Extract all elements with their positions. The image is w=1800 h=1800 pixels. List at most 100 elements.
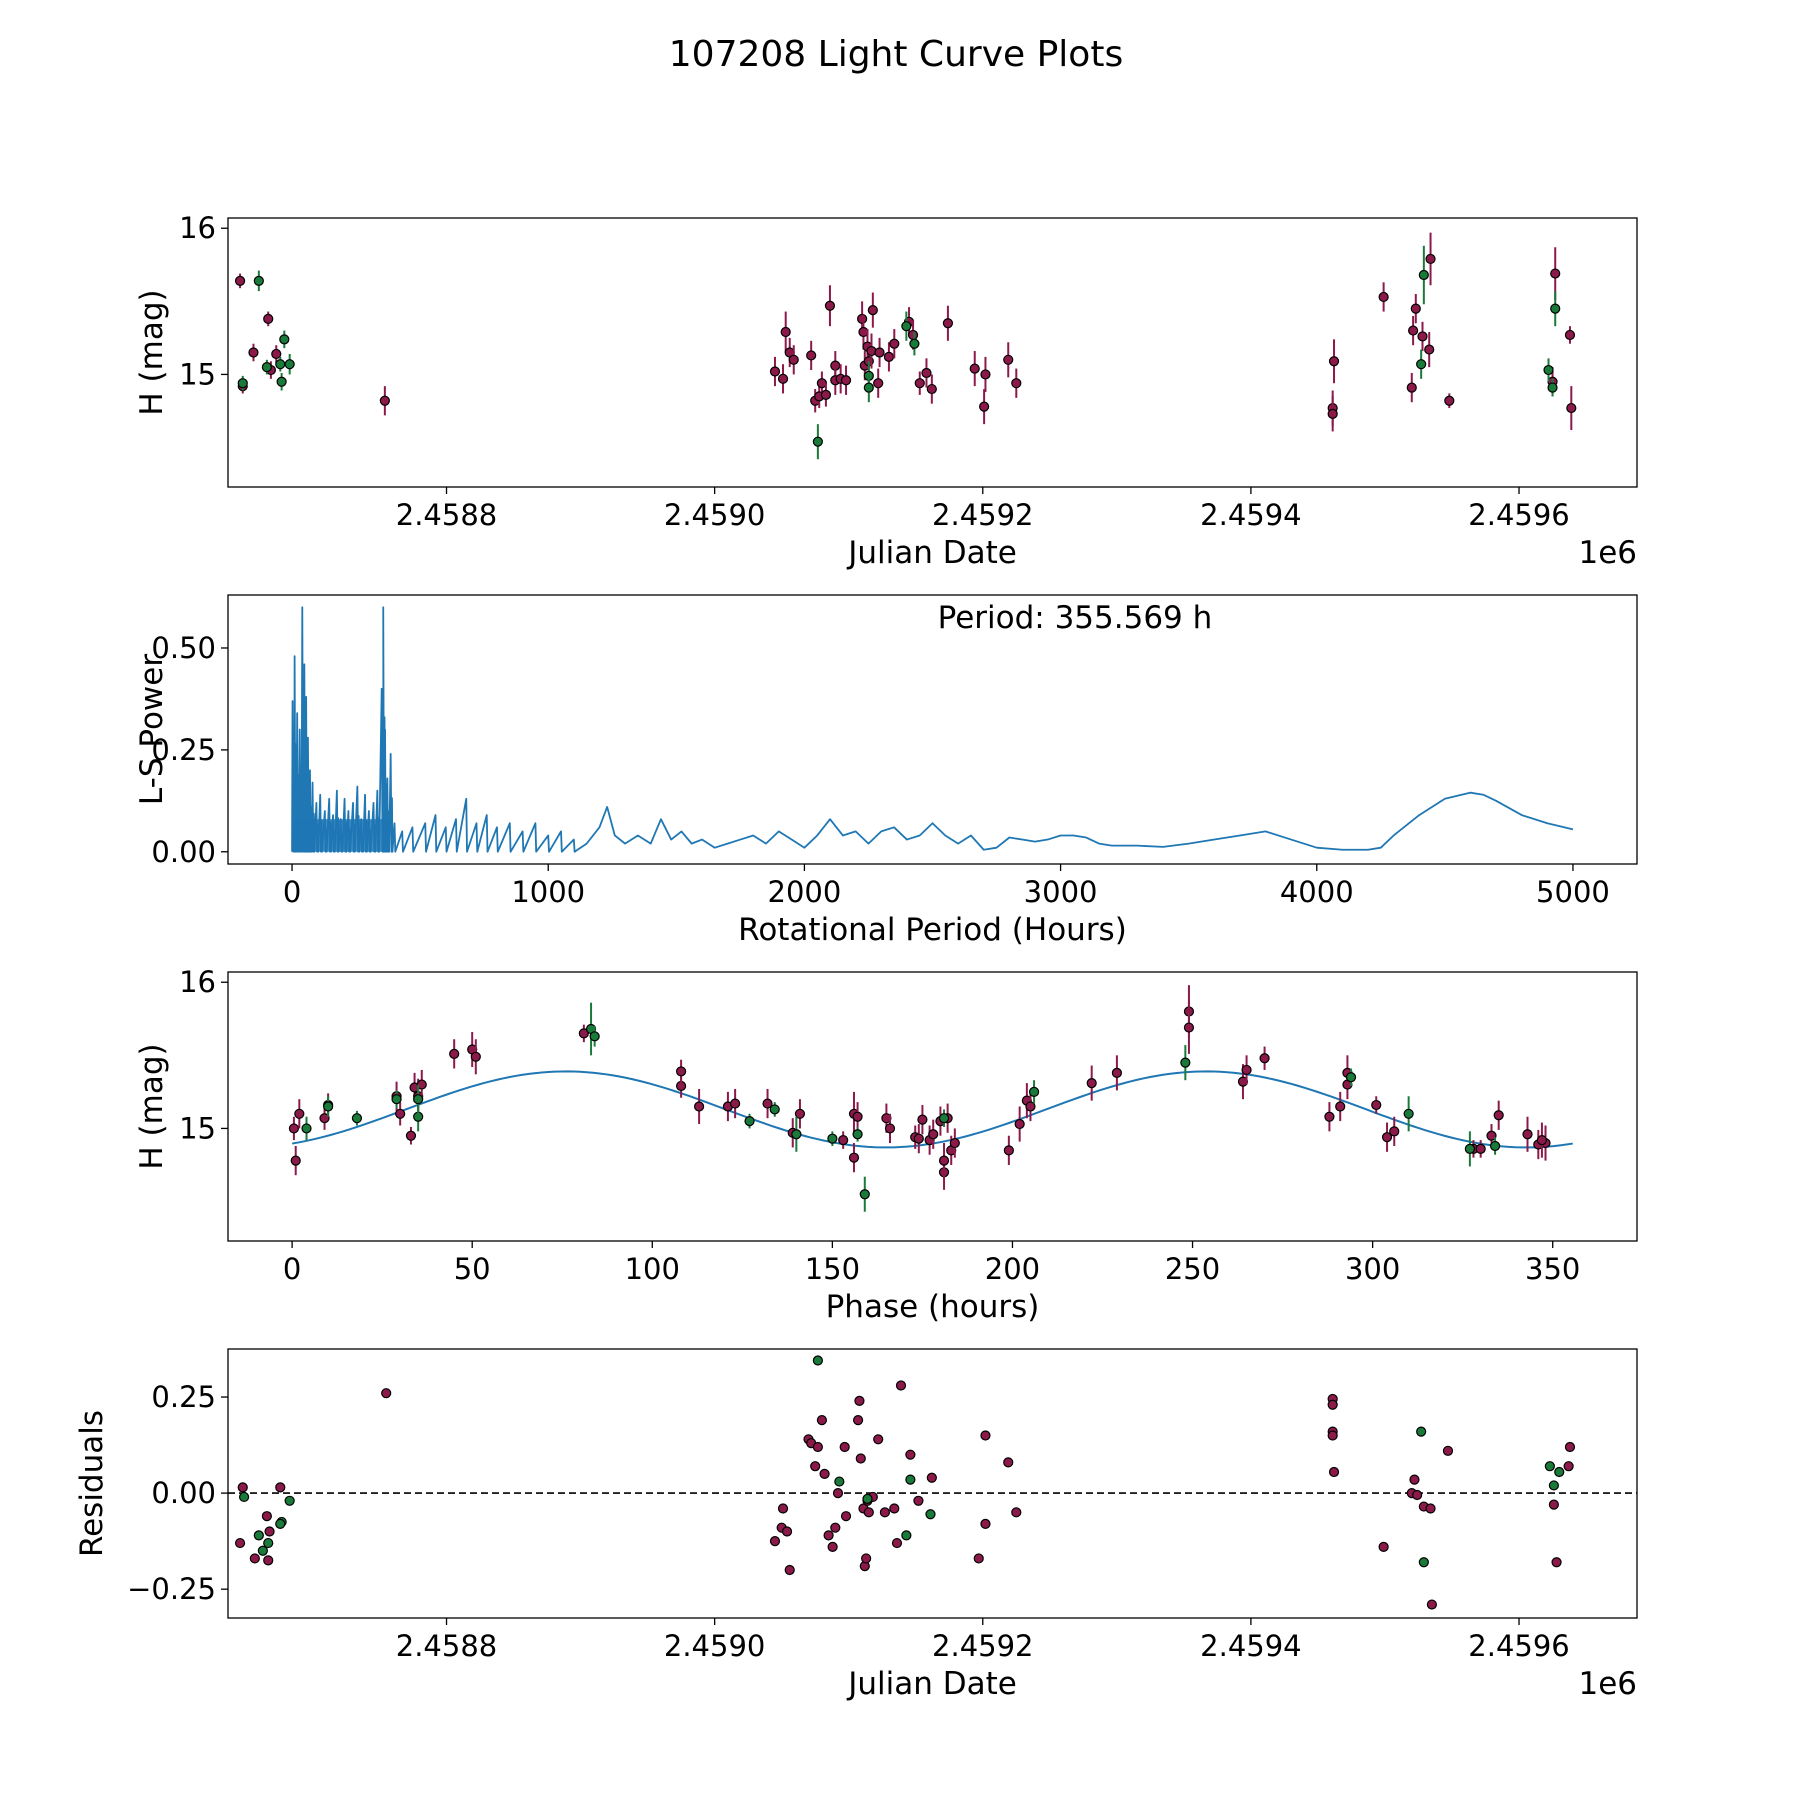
data-point <box>284 359 295 370</box>
data-point <box>889 1503 900 1514</box>
series-primary <box>234 1380 1576 1610</box>
data-point <box>1493 1110 1504 1121</box>
x-tick-label: 3000 <box>1024 875 1098 909</box>
data-point <box>1566 402 1577 414</box>
data-point <box>812 1355 823 1366</box>
data-point <box>1408 325 1419 336</box>
y-axis-label: H (mag) <box>134 1043 170 1169</box>
data-point <box>1551 1557 1562 1568</box>
x-tick-label: 4000 <box>1280 875 1354 909</box>
y-axis-label: Residuals <box>74 1410 110 1557</box>
data-point <box>1564 329 1576 341</box>
data-point <box>578 1028 589 1039</box>
data-point <box>859 1189 870 1200</box>
data-point <box>744 1116 755 1127</box>
data-point <box>1416 1426 1427 1437</box>
data-point <box>810 1461 821 1472</box>
period-annotation: Period: 355.569 h <box>938 600 1213 636</box>
data-point <box>917 1114 928 1125</box>
data-point <box>938 1113 950 1124</box>
data-point <box>1425 1503 1436 1514</box>
data-point <box>913 1495 924 1506</box>
x-axis-label: Rotational Period (Hours) <box>738 912 1127 948</box>
panel-periodogram: 0 1000 2000 3000 4000 5000 0.00 0.25 0.50 Rotatio… <box>134 594 1638 948</box>
x-tick-label: 2.4594 <box>1200 1629 1301 1663</box>
data-point <box>874 347 885 358</box>
data-point <box>928 1129 939 1140</box>
data-point <box>769 1536 781 1547</box>
data-point <box>1536 1135 1548 1146</box>
x-tick-label: 2000 <box>768 875 842 909</box>
data-point <box>264 1526 275 1537</box>
data-point <box>863 382 874 393</box>
data-point <box>381 1388 392 1399</box>
data-point <box>812 436 823 447</box>
data-point <box>391 1094 402 1105</box>
data-point <box>777 1503 789 1514</box>
data-point <box>288 1123 300 1134</box>
data-point <box>980 369 991 380</box>
data-point <box>873 1434 884 1445</box>
data-point <box>323 1101 334 1112</box>
data-point <box>791 1129 802 1140</box>
data-point <box>470 1051 481 1062</box>
periodogram-dense-band <box>292 819 390 852</box>
x-offset-label: 1e6 <box>1578 535 1637 571</box>
data-point <box>1564 1441 1576 1453</box>
x-tick-label: 2.4594 <box>1200 498 1301 532</box>
data-point <box>1389 1126 1400 1137</box>
data-point <box>840 1511 852 1522</box>
data-point <box>781 1526 793 1537</box>
data-point <box>907 329 919 341</box>
x-tick-label: 2.4592 <box>932 1629 1033 1663</box>
data-point <box>1003 354 1014 365</box>
data-point <box>263 1537 274 1549</box>
y-axis-label: L-S Power <box>134 654 170 805</box>
data-point <box>1011 378 1022 389</box>
data-point <box>1464 1143 1475 1154</box>
data-point <box>1327 1399 1338 1410</box>
x-tick-label: 350 <box>1525 1252 1580 1286</box>
y-tick-label: 0.25 <box>151 1380 216 1414</box>
data-point <box>1378 291 1389 303</box>
data-point <box>921 367 932 379</box>
data-point <box>973 1553 984 1564</box>
x-tick-label: 300 <box>1345 1252 1400 1286</box>
data-point <box>1180 1057 1191 1068</box>
data-point <box>694 1101 705 1112</box>
data-point <box>949 1137 960 1149</box>
y-tick-label: −0.25 <box>127 1572 216 1606</box>
panel-phased: 0 50 100 150 200 250 300 350 15 16 Phase (hours) H … <box>134 965 1638 1325</box>
data-point <box>925 1509 936 1520</box>
data-point <box>1563 1461 1574 1472</box>
data-point <box>824 300 836 311</box>
y-tick-label: 0.25 <box>151 733 216 767</box>
x-tick-label: 5000 <box>1536 875 1610 909</box>
data-point <box>838 1135 849 1146</box>
data-point <box>405 1130 417 1141</box>
data-point <box>589 1031 600 1042</box>
data-point <box>980 1518 991 1529</box>
x-tick-label: 2.4590 <box>664 1629 765 1663</box>
data-point <box>866 345 877 357</box>
x-tick-label: 100 <box>625 1252 680 1286</box>
data-point <box>901 321 912 332</box>
data-point <box>891 1537 903 1549</box>
data-point <box>1554 1466 1565 1478</box>
data-point <box>1426 1599 1437 1610</box>
panel-raw: 2.4588 2.4590 2.4592 2.4594 2.4596 15 16 Julian… <box>134 211 1638 571</box>
data-point <box>895 1380 907 1391</box>
data-point <box>1544 1461 1555 1472</box>
data-point <box>905 1449 916 1460</box>
data-point <box>901 1530 912 1541</box>
y-tick-label: 16 <box>179 965 216 999</box>
data-point <box>1003 1457 1014 1468</box>
data-point <box>1412 1489 1423 1501</box>
data-point <box>969 363 980 374</box>
x-axis-label: Julian Date <box>846 535 1017 571</box>
data-point <box>263 313 274 324</box>
series-secondary <box>238 1355 1565 1568</box>
data-point <box>301 1123 312 1134</box>
data-point <box>857 313 868 324</box>
data-point <box>862 1493 873 1504</box>
